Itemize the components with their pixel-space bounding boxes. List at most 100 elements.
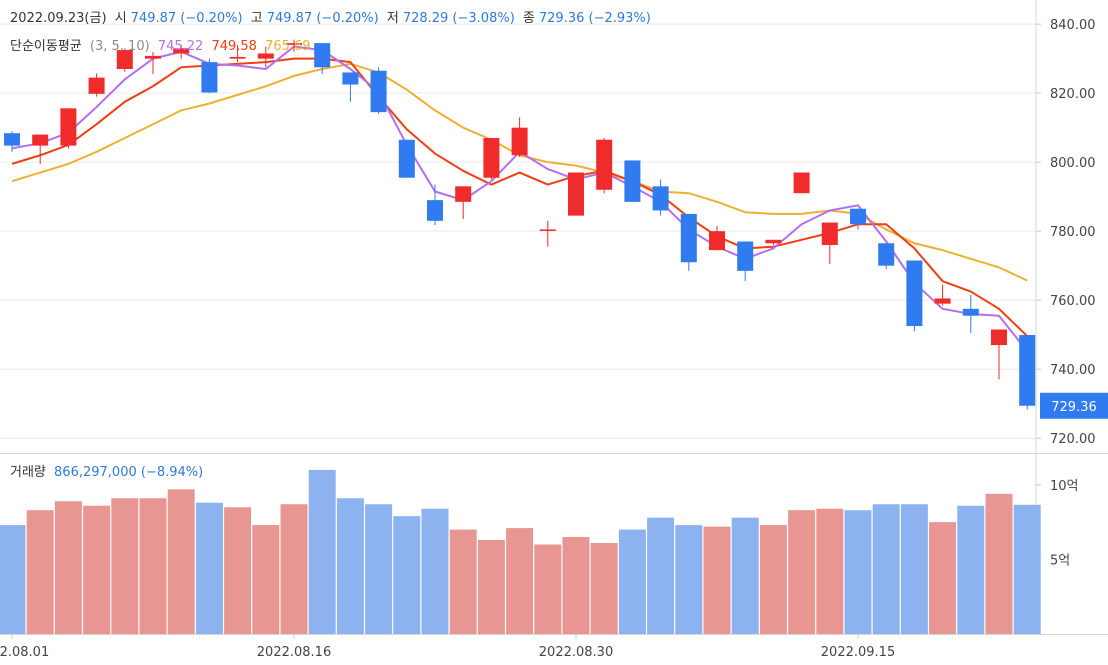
ohlc-info: 2022.09.23(금) 시 749.87 (−0.20%) 고 749.87 (…: [10, 7, 655, 26]
candle: [737, 241, 754, 282]
candle: [680, 213, 697, 271]
candle: [314, 43, 331, 75]
candle: [568, 172, 584, 216]
volume-bar: [929, 522, 957, 634]
volume-bar: [111, 498, 139, 634]
low-value: 728.29 (−3.08%): [402, 11, 515, 26]
volume-bar: [26, 510, 54, 634]
candle-body: [145, 55, 161, 59]
ma-legend-label: 단순이동평균: [10, 39, 82, 54]
candle: [991, 329, 1007, 380]
volume-bar: [1013, 504, 1041, 634]
candle-body: [680, 213, 697, 263]
volume-bar: [308, 469, 336, 634]
volume-legend-value: 866,297,000 (−8.94%): [54, 465, 204, 480]
candle-body: [286, 43, 302, 45]
candle: [201, 58, 218, 94]
candle: [455, 186, 472, 220]
candle-body: [624, 160, 641, 202]
candle-body: [962, 308, 979, 316]
ma-legend: 단순이동평균 (3, 5, 10) 745.22 749.58 765.69: [10, 35, 315, 54]
candle: [145, 52, 161, 75]
candle: [821, 222, 838, 264]
volume-bar: [139, 498, 167, 634]
close-value: 729.36 (−2.93%): [538, 11, 651, 26]
volume-bar: [731, 517, 759, 634]
candle: [342, 72, 359, 102]
price-tick-label: 840.00: [1050, 18, 1096, 33]
volume-bar: [393, 516, 421, 634]
high-value: 749.87 (−0.20%): [266, 11, 379, 26]
candle: [483, 138, 500, 180]
candle-body: [370, 70, 387, 113]
candle-body: [878, 243, 895, 266]
volume-bar: [167, 489, 195, 634]
volume-bar: [647, 517, 675, 634]
candle-body: [88, 77, 105, 94]
candle-body: [652, 186, 669, 211]
ma5-value: 749.58: [211, 39, 257, 54]
volume-tick-label: 5억: [1050, 553, 1070, 568]
candle: [906, 260, 923, 332]
candle: [850, 208, 866, 230]
volume-bar: [816, 508, 844, 634]
volume-bar: [562, 537, 590, 634]
candle-body: [934, 298, 951, 304]
close-label: 종: [522, 11, 535, 26]
candle: [962, 295, 979, 333]
candle: [1019, 335, 1036, 410]
candle-body: [793, 172, 810, 194]
candle: [652, 179, 669, 216]
candle: [229, 44, 246, 63]
volume-bar: [336, 498, 364, 634]
candle-body: [116, 50, 133, 70]
candle: [427, 184, 443, 225]
price-tick-label: 740.00: [1050, 363, 1096, 378]
candle: [596, 138, 613, 194]
volume-bar: [365, 504, 393, 634]
candle-body: [60, 108, 77, 146]
volume-bar: [703, 526, 731, 634]
candle-body: [568, 172, 584, 216]
volume-legend-label: 거래량: [10, 465, 46, 480]
candle: [793, 172, 810, 194]
time-tick-label: 2022.09.15: [821, 645, 895, 660]
volume-bar: [618, 529, 646, 634]
volume-bar: [54, 501, 82, 634]
candle-body: [765, 239, 782, 244]
date-label: 2022.09.23(금): [10, 11, 107, 26]
candle: [539, 220, 556, 247]
candle-body: [32, 134, 49, 146]
volume-bar: [477, 540, 505, 634]
open-value: 749.87 (−0.20%): [130, 11, 243, 26]
candle: [398, 139, 415, 178]
volume-bar: [985, 493, 1013, 634]
candle: [32, 134, 49, 164]
volume-bar: [280, 504, 308, 634]
volume-bar: [534, 544, 562, 634]
candle-body: [229, 56, 246, 59]
candle-body: [709, 231, 725, 251]
volume-bar: [759, 525, 787, 634]
open-label: 시: [114, 11, 127, 26]
volume-bar: [506, 528, 534, 634]
ma5-line: [11, 57, 1028, 337]
candle-body: [1019, 335, 1036, 406]
time-tick-label: 2022.08.01: [0, 645, 49, 660]
candle-body: [850, 208, 866, 225]
last-price-label: 729.36: [1051, 400, 1097, 415]
candle-body: [427, 200, 443, 221]
time-tick-label: 2022.08.16: [257, 645, 331, 660]
candle: [511, 117, 528, 157]
price-tick-label: 760.00: [1050, 294, 1096, 309]
candle-body: [173, 48, 190, 54]
volume-bar: [900, 504, 928, 634]
candle-body: [511, 127, 528, 156]
high-label: 고: [250, 11, 263, 26]
candle: [4, 131, 20, 152]
volume-bar: [421, 508, 449, 634]
volume-bar: [872, 504, 900, 634]
candle-body: [342, 72, 359, 85]
candle-body: [483, 138, 500, 178]
